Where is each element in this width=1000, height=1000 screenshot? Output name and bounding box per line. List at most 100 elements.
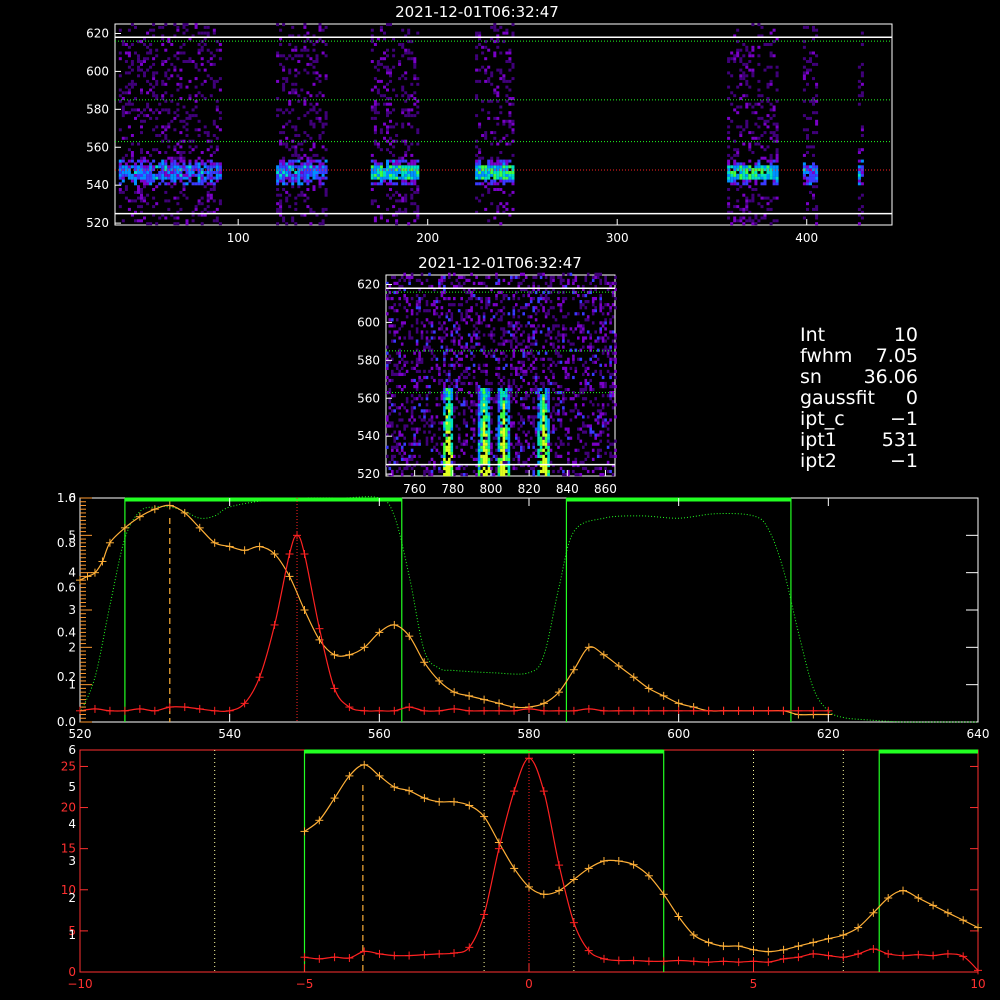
heatmap-wide-cell	[134, 25, 137, 29]
heatmap-zoom-cell	[520, 385, 523, 389]
heatmap-zoom-cell	[586, 345, 590, 349]
heatmap-zoom-cell	[549, 306, 553, 310]
heatmap-wide-cell	[386, 131, 389, 135]
heatmap-wide-cell	[118, 188, 122, 191]
heatmap-zoom-cell	[485, 460, 488, 464]
heatmap-wide-cell	[733, 139, 737, 143]
heatmap-zoom-cell	[562, 315, 565, 319]
heatmap-zoom-cell	[601, 473, 605, 477]
heatmap-wide-cell	[398, 162, 402, 166]
heatmap-wide-cell	[754, 188, 758, 191]
heatmap-zoom-cell	[502, 394, 506, 398]
heatmap-zoom-cell	[584, 378, 588, 383]
heatmap-wide-cell	[324, 122, 328, 126]
heatmap-zoom-cell	[430, 351, 434, 355]
heatmap-wide-cell	[127, 65, 131, 69]
heatmap-wide-cell	[297, 34, 301, 38]
heatmap-zoom-cell	[542, 469, 545, 474]
heatmap-zoom-cell	[500, 290, 503, 295]
heatmap-zoom-cell	[477, 448, 481, 452]
spectrum-offset-content	[214, 749, 982, 975]
heatmap-wide-cell	[487, 168, 491, 172]
heatmap-zoom-cell	[544, 463, 548, 468]
heatmap-wide-cell	[478, 173, 482, 177]
heatmap-zoom-cell	[492, 315, 496, 319]
heatmap-wide-cell	[511, 65, 515, 69]
heatmap-zoom-cell	[524, 324, 528, 328]
heatmap-zoom-cell	[418, 454, 421, 458]
heatmap-zoom-cell	[448, 463, 451, 468]
heatmap-wide-cell	[739, 131, 743, 135]
heatmap-wide-cell	[130, 151, 134, 154]
heatmap-zoom-cell	[517, 275, 521, 279]
heatmap-zoom-cell	[534, 342, 538, 346]
heatmap-wide-cell	[158, 216, 162, 220]
heatmap-zoom-cell	[391, 324, 394, 328]
heatmap-wide-cell	[478, 165, 482, 169]
heatmap-zoom-cell	[515, 369, 518, 373]
heatmap-zoom-cell	[487, 333, 491, 337]
heatmap-wide-cell	[194, 173, 198, 177]
heatmap-zoom-cell	[453, 324, 456, 328]
spectrum-offset-ytick-red-label: 15	[61, 842, 76, 856]
heatmap-zoom-cell	[594, 287, 597, 292]
heatmap-wide-cell	[481, 165, 485, 169]
heatmap-zoom-cell	[470, 427, 473, 431]
heatmap-wide-cell	[197, 68, 201, 72]
heatmap-wide-cell	[757, 136, 761, 140]
heatmap-wide-cell	[218, 43, 222, 46]
heatmap-zoom-cell	[435, 442, 439, 446]
heatmap-zoom-cell	[490, 473, 493, 477]
heatmap-zoom-cell	[512, 315, 516, 319]
heatmap-zoom-cell	[557, 354, 560, 358]
heatmap-wide-cell	[170, 185, 174, 189]
heatmap-zoom-cell	[562, 336, 565, 340]
heatmap-wide-cell	[487, 171, 491, 174]
heatmap-wide-cell	[376, 68, 380, 72]
heatmap-zoom-cell	[477, 442, 481, 446]
heatmap-zoom-cell	[611, 372, 615, 376]
heatmap-zoom-cell	[502, 451, 506, 455]
heatmap-wide-cell	[164, 173, 168, 177]
heatmap-wide-cell	[502, 179, 506, 183]
spectrum-wavelength-ytick-white: 1.0	[57, 491, 76, 505]
heatmap-wide-cell	[383, 37, 386, 41]
heatmap-wide-cell	[478, 151, 482, 154]
heatmap-wide-cell	[321, 162, 325, 166]
heatmap-wide-cell	[398, 171, 402, 174]
heatmap-zoom-cell	[539, 357, 543, 361]
heatmap-zoom-cell	[552, 278, 555, 282]
heatmap-zoom-cell	[574, 403, 578, 407]
heatmap-wide-cell	[176, 82, 180, 86]
heatmap-zoom-cell	[614, 281, 617, 285]
heatmap-zoom-cell	[492, 397, 496, 401]
heatmap-wide-cell	[185, 85, 189, 89]
heatmap-zoom-cell	[537, 287, 540, 292]
heatmap-wide-cell	[124, 136, 128, 140]
heatmap-wide-cell	[386, 65, 389, 69]
heatmap-zoom-cell	[497, 460, 501, 464]
heatmap-wide-cell	[502, 210, 506, 214]
heatmap-zoom-cell	[537, 442, 540, 446]
heatmap-zoom-cell	[445, 418, 449, 422]
heatmap-wide-cell	[140, 176, 143, 180]
heatmap-wide-cell	[173, 176, 177, 180]
heatmap-zoom-cell	[443, 448, 446, 452]
heatmap-zoom-cell	[405, 397, 409, 401]
heatmap-wide-cell	[182, 51, 186, 55]
heatmap-zoom-cell	[480, 369, 483, 373]
heatmap-zoom-cell	[443, 427, 446, 431]
heatmap-zoom-cell	[428, 348, 431, 352]
heatmap-zoom-cell	[591, 300, 595, 304]
heatmap-zoom-cell	[475, 409, 478, 413]
heatmap-wide-cell	[212, 182, 216, 186]
heatmap-wide-cell	[285, 190, 289, 194]
heatmap-wide-cell	[404, 210, 408, 214]
heatmap-wide-cell	[179, 119, 183, 123]
heatmap-zoom-cell	[534, 339, 538, 343]
heatmap-zoom-cell	[502, 294, 506, 298]
heatmap-zoom-cell	[433, 378, 436, 383]
heatmap-zoom-cell	[524, 345, 528, 349]
heatmap-wide-cell	[149, 65, 153, 69]
heatmap-zoom-cell	[413, 442, 416, 446]
